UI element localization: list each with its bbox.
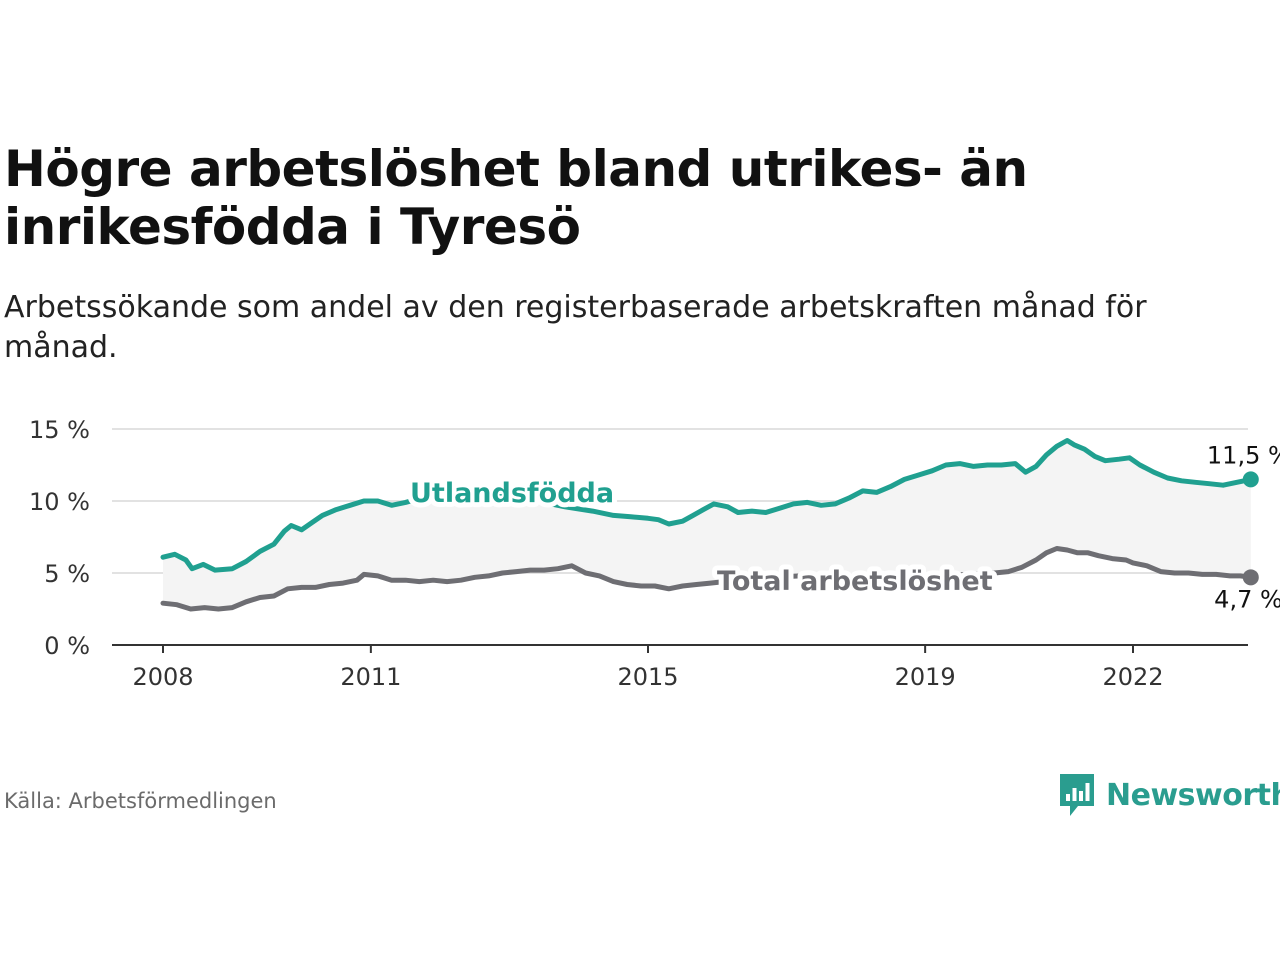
x-tick-label: 2022: [1102, 663, 1163, 691]
y-tick-label: 15 %: [29, 416, 90, 444]
gap-band-area: [163, 440, 1251, 609]
brand-logo[interactable]: Newsworthy: [1058, 772, 1280, 818]
y-tick-label: 10 %: [29, 488, 90, 516]
axes: 0 % 5 % 10 % 15 % 2008 2011 2015 2019 2022: [29, 416, 1248, 691]
y-tick-label: 5 %: [44, 560, 90, 588]
x-tick-label: 2008: [132, 663, 193, 691]
series-name-total-text: Total arbetslöshet: [717, 566, 993, 597]
end-value-total: 4,7 %: [1214, 585, 1280, 613]
series-line-utlandsfodda: [160, 438, 1254, 573]
brand-name: Newsworthy: [1106, 777, 1280, 813]
series-name-utlandsfodda-halo: Utlandsfödda: [410, 478, 614, 509]
series-name-utlandsfodda-text: Utlandsfödda: [410, 478, 614, 509]
end-dot-utlandsfodda: [1242, 471, 1259, 488]
y-tick-label: 0 %: [44, 632, 90, 660]
series-lines: [160, 438, 1259, 612]
series-name-total-halo: Total arbetslöshet: [717, 566, 993, 597]
line-chart: 0 % 5 % 10 % 15 % 2008 2011 2015 2019 2022 Utlan…: [29, 416, 1280, 691]
end-value-utlandsfodda: 11,5 %: [1207, 441, 1280, 469]
source-note: Källa: Arbetsförmedlingen: [4, 789, 277, 813]
x-tick-label: 2015: [617, 663, 678, 691]
newsworthy-logo-icon: [1060, 774, 1094, 816]
end-dot-total: [1242, 569, 1259, 586]
series-line-total: [160, 546, 1254, 612]
x-tick-label: 2019: [895, 663, 956, 691]
x-tick-label: 2011: [340, 663, 401, 691]
chart-subtitle: Arbetssökande som andel av den registerb…: [4, 290, 1147, 365]
chart-title: Högre arbetslöshet bland utrikes- än inr…: [4, 140, 1028, 256]
